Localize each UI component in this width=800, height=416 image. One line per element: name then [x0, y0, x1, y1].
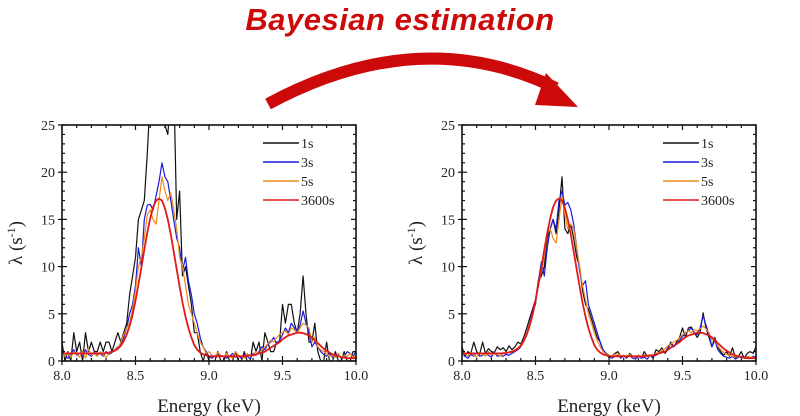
legend-label: 5s	[301, 175, 313, 190]
x-tick-label: 8.0	[53, 369, 71, 384]
y-tick-label: 20	[441, 166, 455, 181]
legend: 1s 3s 5s 3600s	[663, 137, 734, 209]
x-axis-title: Energy (keV)	[157, 396, 261, 416]
legend-label: 3600s	[701, 194, 734, 209]
legend-label: 1s	[301, 137, 313, 152]
legend-label: 3s	[701, 156, 713, 171]
x-tick-label: 8.5	[527, 369, 545, 384]
y-axis-title-end: )	[6, 221, 27, 227]
chart-left: 8.0 8.5 9.0 9.5 10.0 0 5 10 15 20 25 Energy (keV) λ …	[4, 119, 369, 416]
legend-label: 3600s	[301, 194, 334, 209]
series-line-3600s	[462, 197, 756, 360]
y-axis-title-base: λ (s	[6, 237, 27, 265]
series-line-3600s	[62, 197, 356, 360]
y-tick-label: 20	[41, 166, 55, 181]
y-tick-label: 10	[41, 261, 55, 276]
y-axis-title-sup: -1	[4, 227, 18, 237]
y-tick-label: 0	[448, 355, 455, 370]
y-axis-title: λ (s-1)	[404, 221, 427, 265]
legend-label: 1s	[701, 137, 713, 152]
arrow-head	[535, 73, 578, 107]
x-tick-label: 9.5	[674, 369, 692, 384]
x-tick-label: 8.0	[453, 369, 471, 384]
y-tick-label: 0	[48, 355, 55, 370]
x-tick-label: 8.5	[127, 369, 145, 384]
chart-right: 8.0 8.5 9.0 9.5 10.0 0 5 10 15 20 25 Energy (keV) λ …	[404, 119, 769, 416]
legend-label: 5s	[701, 175, 713, 190]
x-tick-label: 9.0	[200, 369, 218, 384]
series-line-1s	[62, 125, 356, 361]
legend-label: 3s	[301, 156, 313, 171]
x-tick-label: 9.5	[274, 369, 292, 384]
legend: 1s 3s 5s 3600s	[263, 137, 334, 209]
series-line-3s	[462, 190, 756, 360]
arrow-shaft	[265, 52, 559, 110]
figure-title: Bayesian estimation	[245, 2, 555, 37]
y-tick-label: 15	[41, 213, 55, 228]
x-tick-label: 9.0	[600, 369, 618, 384]
series-line-3s	[62, 162, 356, 360]
y-tick-label: 25	[441, 119, 455, 134]
series-line-5s	[462, 195, 756, 359]
x-tick-label: 10.0	[344, 369, 369, 384]
series-group	[62, 125, 356, 361]
y-axis-title-base: λ (s	[406, 237, 427, 265]
y-tick-label: 5	[48, 308, 55, 323]
y-tick-label: 25	[41, 119, 55, 134]
y-axis-title: λ (s-1)	[4, 221, 27, 265]
x-tick-label: 10.0	[744, 369, 769, 384]
x-axis-title: Energy (keV)	[557, 396, 661, 416]
y-tick-label: 5	[448, 308, 455, 323]
y-axis-title-sup: -1	[404, 227, 418, 237]
y-tick-label: 15	[441, 213, 455, 228]
y-tick-label: 10	[441, 261, 455, 276]
y-axis-title-end: )	[406, 221, 427, 227]
